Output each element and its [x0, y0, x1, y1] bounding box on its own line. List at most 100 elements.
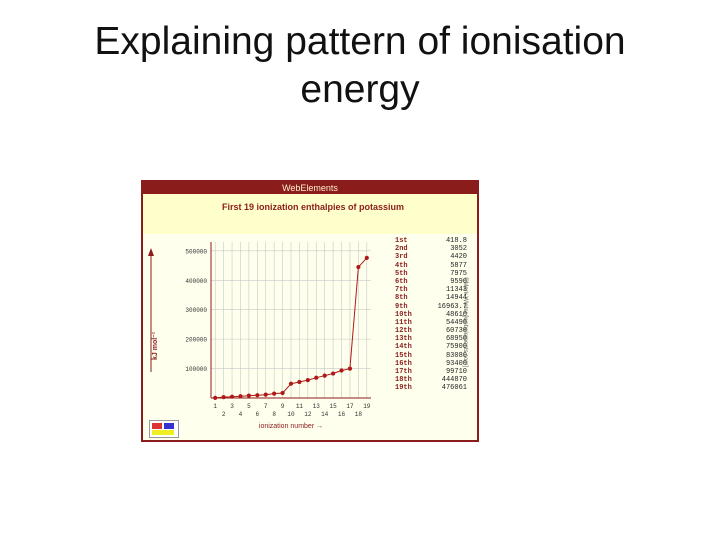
y-tick-label: 200000 — [185, 337, 207, 344]
x-tick-label: 6 — [256, 411, 260, 418]
ionization-value: 93400 — [445, 359, 467, 368]
ionization-order: 8th — [395, 294, 408, 303]
table-row: 10th 48610 — [395, 311, 467, 319]
x-tick-label: 17 — [346, 403, 354, 410]
x-tick-label: 3 — [230, 403, 234, 410]
table-row: 18th 444870 — [395, 376, 467, 384]
x-tick-label: 7 — [264, 403, 268, 410]
y-label-arrowhead — [148, 248, 154, 256]
copyright-credit: ©Mark Winter [webelements.com] — [457, 234, 468, 414]
ionization-value: 418.8 — [445, 237, 467, 245]
ionization-order: 7th — [395, 286, 408, 295]
ionization-value: 3052 — [450, 245, 467, 254]
x-tick-label: 13 — [313, 403, 321, 410]
ionization-value: 14944 — [445, 294, 467, 303]
data-point — [221, 395, 226, 400]
ionization-value: 83080 — [445, 351, 467, 360]
data-point — [347, 366, 353, 371]
ionization-order: 15th — [395, 351, 412, 360]
data-point — [280, 390, 285, 396]
slide-title-line-2: energy — [300, 68, 420, 111]
ionization-value: 7975 — [450, 269, 467, 278]
table-row: 11th 54490 — [395, 319, 467, 327]
ionization-order: 16th — [395, 359, 412, 368]
data-point — [364, 255, 369, 260]
data-point — [314, 375, 319, 380]
table-row: 4th 5877 — [395, 262, 467, 270]
x-tick-label: 2 — [222, 411, 226, 418]
table-row: 1st 418.8 — [395, 237, 467, 245]
ionization-order: 10th — [395, 310, 412, 319]
data-point — [331, 371, 336, 376]
figure-header: WebElements — [143, 182, 477, 194]
ionization-value: 11343 — [445, 286, 467, 295]
slide-title-line-1: Explaining pattern of ionisation — [94, 20, 626, 63]
y-tick-label: 300000 — [185, 307, 207, 314]
y-tick-label: 500000 — [185, 248, 207, 255]
ionization-value: 16963.7 — [437, 302, 467, 311]
data-point — [356, 264, 361, 270]
x-tick-label: 1 — [213, 403, 217, 410]
ionization-order: 6th — [395, 277, 408, 286]
table-row: 13th 68950 — [395, 335, 467, 343]
ionization-order: 11th — [395, 318, 412, 327]
ionization-order: 3rd — [395, 253, 408, 262]
ionization-value: 5877 — [450, 261, 467, 270]
ionization-value: 54490 — [445, 318, 467, 327]
ionization-order: 13th — [395, 335, 412, 344]
table-row: 16th 93400 — [395, 360, 467, 368]
table-row: 17th 99710 — [395, 368, 467, 376]
data-point — [229, 394, 235, 399]
x-tick-label: 11 — [296, 403, 304, 410]
ionization-value: 75900 — [445, 343, 467, 352]
ionization-value: 4420 — [450, 253, 467, 262]
slide-title: Explaining pattern of ionisation energy — [40, 18, 680, 114]
ionization-order: 19th — [395, 384, 412, 393]
ionization-order: 12th — [395, 327, 412, 336]
x-tick-label: 12 — [304, 411, 312, 418]
data-point — [297, 379, 302, 385]
table-row: 14th 75900 — [395, 343, 467, 351]
ionization-value: 60730 — [445, 327, 467, 336]
ionization-order: 2nd — [395, 245, 408, 254]
data-point — [339, 368, 344, 373]
ionization-value-table: 1st 418.8 2nd 3052 3rd 4420 4th 5877 5th 7975 6th 9… — [395, 237, 467, 393]
ionization-order: 14th — [395, 343, 412, 352]
ionization-value: 48610 — [445, 310, 467, 319]
ionization-value: 444870 — [441, 376, 467, 385]
x-tick-label: 16 — [338, 411, 346, 418]
data-point — [246, 393, 251, 398]
data-point — [238, 394, 243, 399]
y-axis-label: kJ mol⁻¹ — [152, 331, 159, 360]
x-tick-label: 19 — [363, 403, 371, 410]
ionization-value: 68950 — [445, 335, 467, 344]
table-row: 6th 9590 — [395, 278, 467, 286]
y-tick-label: 100000 — [185, 366, 207, 373]
data-point — [272, 391, 277, 396]
table-row: 12th 60730 — [395, 327, 467, 335]
data-point — [255, 393, 260, 398]
x-tick-label: 15 — [330, 403, 338, 410]
data-point — [213, 395, 218, 400]
ionization-order: 17th — [395, 368, 412, 376]
ionization-order: 4th — [395, 261, 408, 270]
figure-title-band — [143, 194, 477, 234]
x-tick-label: 18 — [355, 411, 363, 418]
table-row: 5th 7975 — [395, 270, 467, 278]
x-tick-label: 8 — [272, 411, 276, 418]
data-point — [263, 392, 268, 397]
ionization-order: 5th — [395, 269, 408, 278]
table-row: 2nd 3052 — [395, 245, 467, 253]
x-axis-label: ionization number → — [259, 423, 323, 430]
x-tick-label: 5 — [247, 403, 251, 410]
data-point — [288, 381, 294, 386]
x-tick-label: 10 — [287, 411, 295, 418]
ionization-order: 18th — [395, 376, 412, 385]
ionization-value: 476061 — [441, 384, 467, 393]
data-point — [305, 378, 310, 383]
credit-text: ©Mark Winter [webelements.com] — [462, 276, 468, 368]
table-row: 15th 83080 — [395, 352, 467, 360]
ionization-value: 99710 — [445, 368, 467, 376]
ionization-chart-figure: WebElements First 19 ionization enthalpi… — [141, 180, 479, 442]
